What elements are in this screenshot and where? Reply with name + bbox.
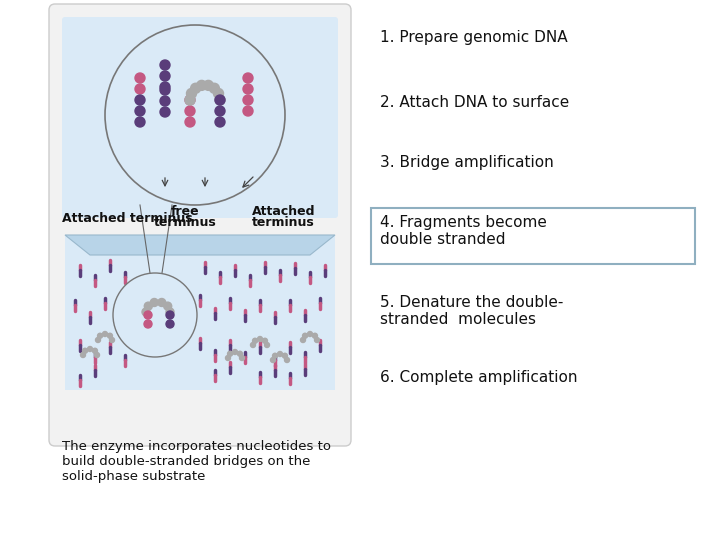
Text: 4. Fragments become
double stranded: 4. Fragments become double stranded	[380, 215, 547, 247]
Circle shape	[160, 107, 170, 117]
Circle shape	[166, 320, 174, 328]
Circle shape	[215, 95, 225, 105]
Circle shape	[185, 95, 195, 105]
Text: Attached terminus: Attached terminus	[62, 212, 193, 225]
Circle shape	[97, 333, 102, 338]
Text: 6. Complete amplification: 6. Complete amplification	[380, 370, 577, 385]
Circle shape	[251, 342, 256, 348]
Circle shape	[203, 80, 213, 90]
Circle shape	[264, 342, 269, 348]
Circle shape	[135, 84, 145, 94]
Circle shape	[215, 117, 225, 127]
Circle shape	[277, 352, 282, 356]
Circle shape	[135, 95, 145, 105]
Circle shape	[243, 73, 253, 83]
Circle shape	[160, 85, 170, 95]
Circle shape	[307, 332, 312, 336]
FancyBboxPatch shape	[62, 17, 338, 218]
Circle shape	[135, 73, 145, 83]
Circle shape	[240, 355, 245, 361]
Text: terminus: terminus	[153, 216, 217, 229]
Circle shape	[94, 353, 99, 357]
Circle shape	[302, 333, 307, 338]
Circle shape	[197, 80, 207, 90]
Circle shape	[83, 348, 88, 353]
Circle shape	[312, 333, 318, 338]
Circle shape	[144, 311, 152, 319]
Circle shape	[109, 338, 114, 342]
Circle shape	[113, 273, 197, 357]
Circle shape	[160, 96, 170, 106]
Circle shape	[263, 338, 267, 343]
Circle shape	[160, 82, 170, 92]
Circle shape	[142, 308, 150, 316]
Text: 1. Prepare genomic DNA: 1. Prepare genomic DNA	[380, 30, 567, 45]
Circle shape	[186, 89, 197, 98]
Circle shape	[163, 302, 171, 310]
Circle shape	[150, 299, 158, 307]
Circle shape	[160, 71, 170, 81]
Circle shape	[315, 338, 320, 342]
Text: 5. Denature the double-
stranded  molecules: 5. Denature the double- stranded molecul…	[380, 295, 563, 327]
Circle shape	[144, 320, 152, 328]
Circle shape	[243, 95, 253, 105]
Circle shape	[185, 117, 195, 127]
Text: terminus: terminus	[252, 216, 315, 229]
Circle shape	[185, 106, 195, 116]
FancyBboxPatch shape	[371, 208, 695, 264]
Text: Attached: Attached	[252, 205, 315, 218]
Circle shape	[284, 357, 289, 362]
Polygon shape	[65, 235, 335, 390]
Circle shape	[158, 299, 166, 307]
Circle shape	[92, 348, 97, 353]
Circle shape	[166, 311, 174, 319]
Circle shape	[225, 355, 230, 361]
Circle shape	[258, 336, 263, 341]
Circle shape	[214, 89, 223, 98]
Circle shape	[243, 84, 253, 94]
Circle shape	[271, 357, 276, 362]
Circle shape	[135, 117, 145, 127]
Circle shape	[144, 302, 153, 310]
Circle shape	[243, 106, 253, 116]
Text: 2. Attach DNA to surface: 2. Attach DNA to surface	[380, 95, 570, 110]
Circle shape	[282, 353, 287, 358]
Circle shape	[191, 83, 201, 93]
Circle shape	[300, 338, 305, 342]
Circle shape	[107, 333, 112, 338]
Circle shape	[166, 308, 174, 316]
Circle shape	[228, 351, 233, 356]
Circle shape	[102, 332, 107, 336]
Circle shape	[88, 347, 92, 352]
FancyBboxPatch shape	[49, 4, 351, 446]
Circle shape	[238, 351, 243, 356]
Circle shape	[215, 95, 225, 105]
Text: 3. Bridge amplification: 3. Bridge amplification	[380, 155, 554, 170]
Circle shape	[185, 95, 195, 105]
Circle shape	[215, 106, 225, 116]
Circle shape	[81, 353, 86, 357]
Circle shape	[273, 353, 277, 358]
Circle shape	[210, 83, 220, 93]
Polygon shape	[65, 235, 335, 255]
Circle shape	[160, 60, 170, 70]
Circle shape	[233, 349, 238, 354]
Text: The enzyme incorporates nucleotides to
build double-stranded bridges on the
soli: The enzyme incorporates nucleotides to b…	[62, 440, 331, 483]
Circle shape	[253, 338, 258, 343]
Circle shape	[105, 25, 285, 205]
Circle shape	[96, 338, 101, 342]
Circle shape	[135, 106, 145, 116]
Text: free: free	[171, 205, 199, 218]
